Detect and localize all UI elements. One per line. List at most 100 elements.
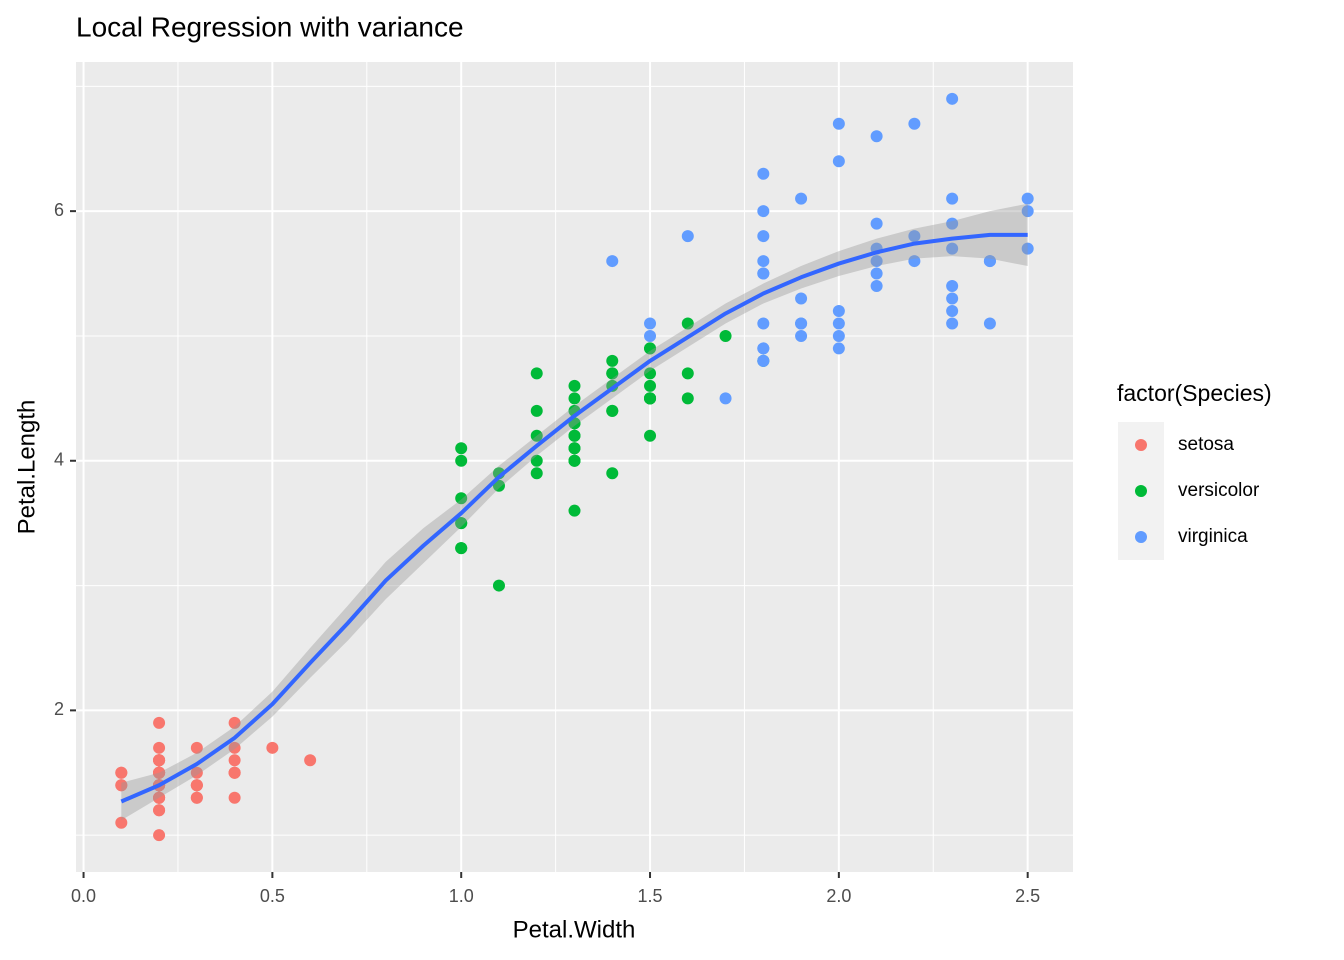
point [681,392,694,405]
point [983,255,996,268]
point [757,255,770,268]
point [870,217,883,230]
point [795,329,808,342]
point [644,429,657,442]
point [530,467,543,480]
point [870,255,883,268]
x-tick-label: 2.5 [1015,886,1040,906]
point [190,791,203,804]
legend-marker [1135,439,1147,451]
smooth-line [120,232,1028,804]
point [455,492,468,505]
point [606,467,619,480]
point [153,716,166,729]
point [115,816,128,829]
point [908,230,921,243]
point [757,230,770,243]
point [530,429,543,442]
point [757,267,770,280]
x-axis-title: Petal.Width [513,916,636,943]
point [795,292,808,305]
point [946,317,959,330]
point [228,791,241,804]
y-tick-label: 2 [54,699,64,719]
point [644,329,657,342]
x-tick-label: 0.5 [260,886,285,906]
point [757,342,770,355]
point [644,342,657,355]
point [153,754,166,767]
confidence-band [121,203,1028,821]
point [568,454,581,467]
legend-label: setosa [1178,434,1234,455]
point [115,779,128,792]
point [568,392,581,405]
point [530,454,543,467]
point [568,429,581,442]
point [492,479,505,492]
legend-label: versicolor [1178,480,1260,501]
point [908,117,921,130]
point [530,367,543,380]
point [946,280,959,293]
point [455,517,468,530]
point [115,766,128,779]
point [946,217,959,230]
point [153,766,166,779]
point [681,230,694,243]
point [757,317,770,330]
point [1021,192,1034,205]
legend-title: factor(Species) [1117,380,1272,406]
point [644,317,657,330]
plot-panel [76,62,1073,872]
point [606,404,619,417]
point [870,280,883,293]
x-tick-label: 1.0 [449,886,474,906]
point [757,354,770,367]
point [795,317,808,330]
point [153,791,166,804]
point [568,442,581,455]
legend-label: virginica [1178,526,1248,547]
point [719,392,732,405]
point [228,766,241,779]
point [530,404,543,417]
point [644,367,657,380]
point [644,392,657,405]
point [681,367,694,380]
point [832,329,845,342]
point [455,542,468,555]
point [1021,242,1034,255]
point [644,379,657,392]
point [304,754,317,767]
point [946,92,959,105]
point [568,504,581,517]
point [153,829,166,842]
point [228,716,241,729]
point [228,754,241,767]
x-tick-label: 1.5 [638,886,663,906]
point [455,454,468,467]
point [266,741,279,754]
point [606,255,619,268]
point [606,354,619,367]
chart-title: Local Regression with variance [76,11,464,42]
point [455,442,468,455]
point [795,192,808,205]
point [190,741,203,754]
point [832,304,845,317]
point [832,155,845,168]
point [606,367,619,380]
point [153,741,166,754]
point [757,167,770,180]
point [983,317,996,330]
point [946,242,959,255]
point [190,779,203,792]
x-tick-label: 2.0 [826,886,851,906]
point [946,304,959,317]
point [681,317,694,330]
point [757,205,770,218]
legend-marker [1135,485,1147,497]
legend-marker [1135,531,1147,543]
point [492,579,505,592]
